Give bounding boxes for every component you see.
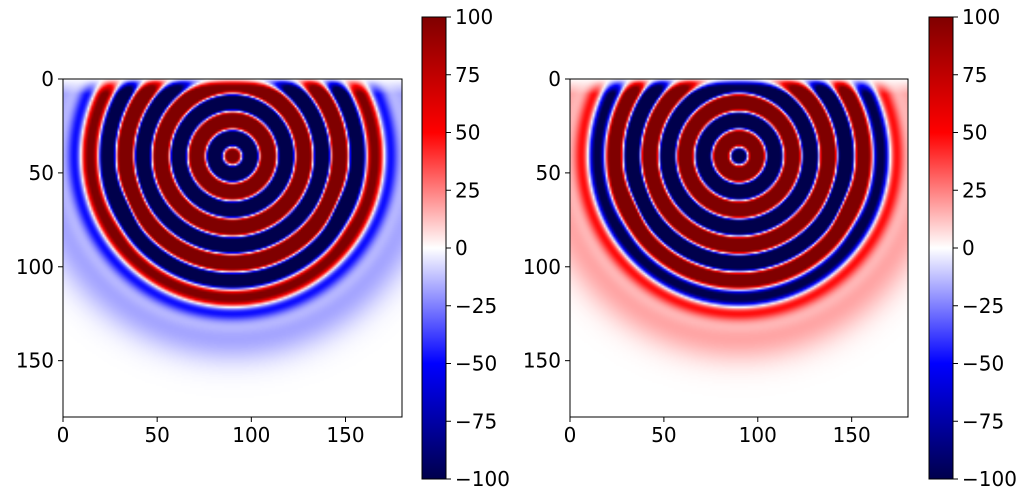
y-tick-label: 100 — [523, 255, 561, 279]
colorbar-tick-label: 0 — [962, 236, 975, 260]
x-tick-label: 150 — [326, 423, 364, 447]
colorbar-tick-label: 100 — [455, 5, 493, 29]
colorbar-tick-label: 50 — [455, 121, 480, 145]
y-tick-label: 0 — [548, 67, 561, 91]
colorbar-tick-label: −100 — [962, 467, 1017, 491]
colorbar-tick-label: 75 — [962, 63, 987, 87]
plot-frame — [62, 78, 403, 418]
x-tick-label: 50 — [651, 423, 676, 447]
chart-panel-left: 0 50 100 150 0 50 100 150 100 75 50 25 0 −25 −50 −75 −10… — [16, 5, 510, 491]
x-tick-label: 0 — [564, 423, 577, 447]
colorbar-tick-label: 0 — [455, 236, 468, 260]
y-tick-label: 50 — [29, 161, 54, 185]
colorbar-tick-label: −75 — [455, 409, 497, 433]
x-tick-label: 50 — [144, 423, 169, 447]
colorbar-tick-label: −75 — [962, 409, 1004, 433]
colorbar-tick-label: 25 — [962, 178, 987, 202]
chart-panel-right: 0 50 100 150 0 50 100 150 100 75 50 25 0 −25 −50 −75 −10… — [523, 5, 1017, 491]
x-tick-label: 150 — [833, 423, 871, 447]
colorbar-tick-label: 75 — [455, 63, 480, 87]
y-tick-label: 150 — [523, 349, 561, 373]
y-tick-label: 0 — [41, 67, 54, 91]
heatmap-image — [570, 79, 908, 417]
plot-frame — [569, 78, 909, 418]
x-tick-label: 100 — [739, 423, 777, 447]
x-tick-label: 100 — [232, 423, 270, 447]
y-tick-label: 150 — [16, 349, 54, 373]
colorbar — [422, 17, 446, 479]
colorbar-tick-label: −25 — [455, 294, 497, 318]
colorbar-tick-label: −50 — [962, 352, 1004, 376]
x-tick-label: 0 — [57, 423, 70, 447]
colorbar-tick-label: −100 — [455, 467, 510, 491]
heatmap-image — [63, 79, 402, 417]
y-tick-label: 100 — [16, 255, 54, 279]
colorbar-tick-label: 100 — [962, 5, 1000, 29]
colorbar-tick-label: −25 — [962, 294, 1004, 318]
y-tick-label: 50 — [536, 161, 561, 185]
colorbar-tick-label: 25 — [455, 178, 480, 202]
colorbar-tick-label: −50 — [455, 352, 497, 376]
colorbar — [929, 17, 953, 479]
colorbar-tick-label: 50 — [962, 121, 987, 145]
